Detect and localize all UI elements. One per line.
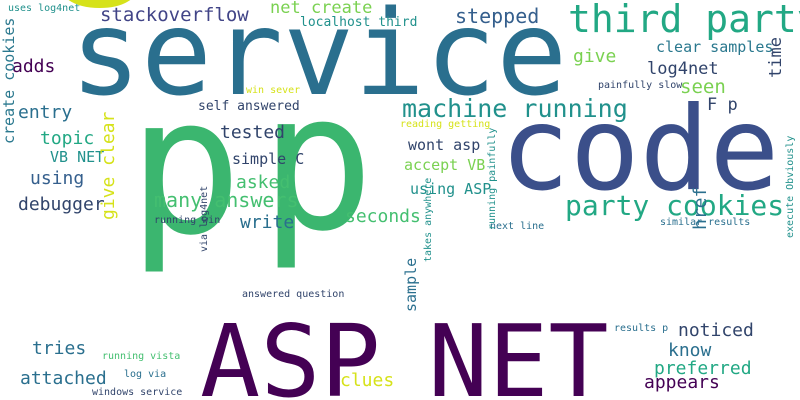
word-painfully-slow: painfully slow bbox=[598, 80, 683, 91]
word-f-p: F p bbox=[707, 95, 738, 115]
word-debugger: debugger bbox=[18, 194, 105, 215]
word-time: time bbox=[766, 37, 786, 78]
word-tested: tested bbox=[220, 122, 286, 143]
word-stepped: stepped bbox=[455, 4, 540, 28]
word-appears: appears bbox=[644, 372, 720, 393]
word-tries: tries bbox=[32, 338, 87, 359]
word-uses-log4net: uses log4net bbox=[8, 3, 81, 14]
word-attached: attached bbox=[20, 368, 107, 389]
word-net-create: net create bbox=[270, 0, 373, 18]
word-party-cookies: party cookies bbox=[565, 189, 785, 222]
word-net: NET bbox=[428, 303, 609, 400]
word-log-via: log via bbox=[124, 369, 167, 380]
word-reading-getting: reading getting bbox=[400, 119, 491, 130]
word-answered-question: answered question bbox=[242, 289, 345, 300]
word-entry: entry bbox=[18, 102, 73, 123]
word-code: code bbox=[500, 82, 780, 217]
word-sample: sample bbox=[402, 257, 420, 312]
word-machine-running: machine running bbox=[402, 94, 628, 123]
word-topic: topic bbox=[40, 128, 95, 149]
word-execute-obviously: execute Obviously bbox=[785, 135, 796, 238]
word-p-1: p bbox=[128, 56, 243, 277]
word-next-line: next line bbox=[490, 221, 545, 232]
word-win-sever: win sever bbox=[246, 85, 301, 96]
word-seen: seen bbox=[680, 76, 726, 98]
word-clues: clues bbox=[340, 370, 395, 391]
word-log4net: log4net bbox=[647, 59, 719, 79]
word-adds: adds bbox=[12, 56, 56, 77]
word-create-cookies: create cookies bbox=[0, 17, 18, 144]
word-noticed: noticed bbox=[678, 320, 754, 341]
word-asked: asked bbox=[236, 172, 291, 193]
word-localhost-third: localhost third bbox=[300, 15, 418, 30]
word-preferred: preferred bbox=[654, 358, 752, 379]
word-results-p: results p bbox=[614, 323, 669, 334]
word-give-clear: give clear bbox=[98, 111, 119, 220]
word-via-log4net: via log4net bbox=[199, 185, 210, 252]
word-stackoverflow: stackoverflow bbox=[100, 4, 249, 26]
word-wont-asp: wont asp bbox=[408, 136, 481, 154]
word-give: give bbox=[573, 46, 617, 67]
word-using-asp: using ASP bbox=[410, 180, 492, 198]
word-running-vista: running vista bbox=[102, 351, 181, 362]
word-vb-net: VB NET bbox=[50, 148, 105, 166]
word-p-2: p bbox=[260, 52, 375, 273]
word-service: service bbox=[70, 0, 568, 122]
word-running-painfully: running painfully bbox=[487, 127, 498, 230]
word-clear-samples: clear samples bbox=[656, 38, 774, 56]
word-simple-c: simple C bbox=[232, 150, 305, 168]
word-many-answers: many answers bbox=[154, 188, 299, 212]
word-know: know bbox=[668, 340, 712, 361]
word-self-answered: self answered bbox=[198, 99, 300, 114]
word-seconds: seconds bbox=[345, 206, 421, 227]
word-write: write bbox=[240, 212, 295, 233]
word-using: using bbox=[30, 168, 85, 189]
word-third-party: third party bbox=[568, 0, 800, 41]
word-running-win: running win bbox=[154, 215, 221, 226]
word-similar-results: similar results bbox=[660, 217, 751, 228]
word-accept-vb: accept VB bbox=[404, 156, 486, 174]
word-takes-anywhere: takes anywhere bbox=[423, 177, 434, 262]
word-windows-service: windows service bbox=[92, 387, 183, 398]
word-asp: ASP bbox=[200, 303, 381, 400]
